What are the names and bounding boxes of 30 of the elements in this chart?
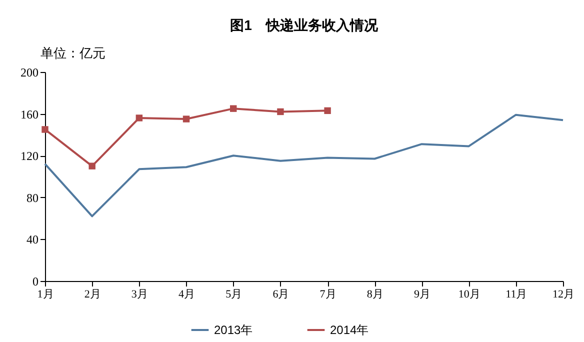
x-tick-label: 5月 xyxy=(226,288,242,300)
x-tick-label: 1月 xyxy=(37,288,54,300)
y-tick-label: 40 xyxy=(26,232,38,247)
y-tick-label: 200 xyxy=(20,66,38,80)
chart-title: 图1 快递业务收入情况 xyxy=(230,17,379,33)
x-tick-label: 2月 xyxy=(84,288,101,300)
point xyxy=(182,116,190,122)
y-axis-title: 单位：亿元 xyxy=(40,46,106,60)
x-tick-label: 6月 xyxy=(272,288,290,300)
legend-label: 2014年 xyxy=(330,323,369,337)
x-tick-label: 8月 xyxy=(366,288,384,300)
legend-label: 2013年 xyxy=(214,323,253,337)
y-tick-label: 160 xyxy=(20,107,38,122)
point xyxy=(230,105,237,112)
x-tick-label: 9月 xyxy=(414,288,430,300)
line-series xyxy=(44,114,564,218)
x-tick-label: 10月 xyxy=(458,288,480,300)
x-tick-label: 7月 xyxy=(320,288,336,300)
y-tick-label: 80 xyxy=(26,190,38,205)
x-tick-label: 4月 xyxy=(178,288,196,300)
y-tick-label: 0 xyxy=(32,274,38,288)
point xyxy=(88,162,96,170)
point xyxy=(324,107,331,114)
point xyxy=(42,126,48,133)
point xyxy=(277,108,284,116)
x-tick-label: 12月 xyxy=(552,288,574,300)
y-tick-label: 120 xyxy=(20,149,38,164)
x-tick-label: 3月 xyxy=(131,288,148,300)
point xyxy=(136,114,143,122)
x-tick-label: 11月 xyxy=(506,288,528,300)
